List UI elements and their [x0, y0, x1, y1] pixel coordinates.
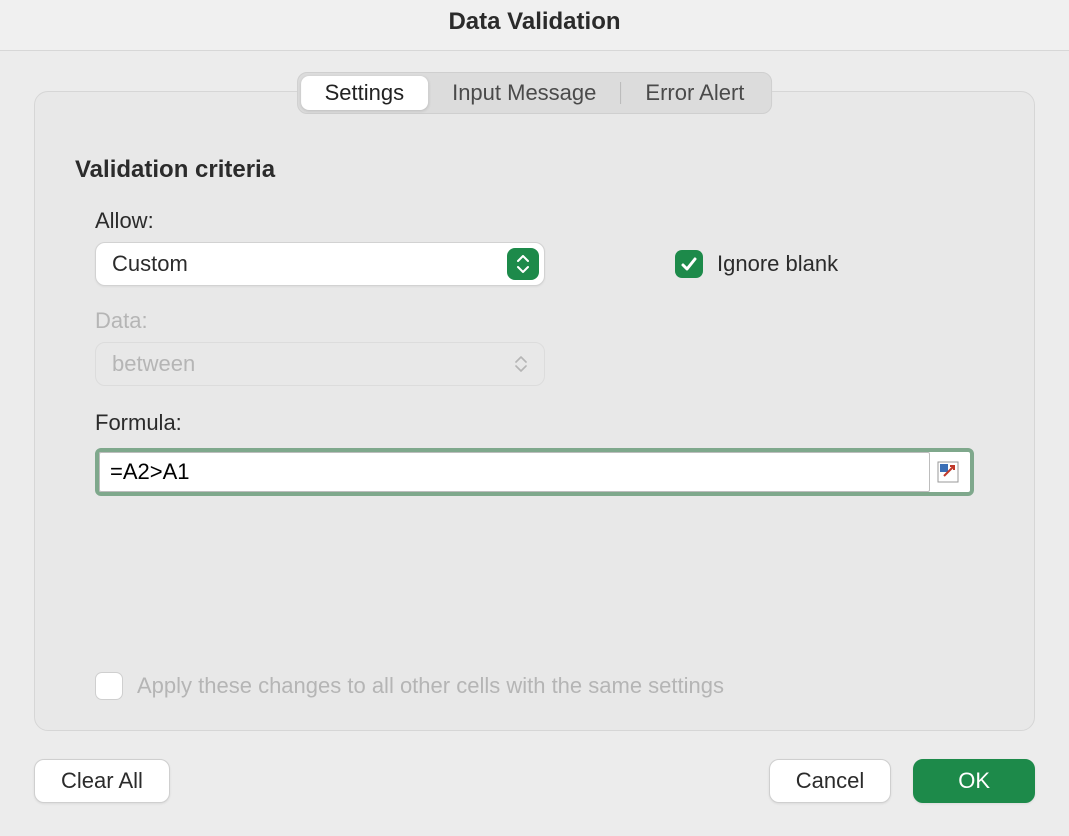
- allow-label: Allow:: [95, 208, 1034, 234]
- apply-all-label: Apply these changes to all other cells w…: [137, 673, 724, 699]
- cancel-button[interactable]: Cancel: [769, 759, 891, 803]
- allow-select[interactable]: Custom: [95, 242, 545, 286]
- data-label: Data:: [95, 308, 1034, 334]
- apply-all-row: Apply these changes to all other cells w…: [95, 672, 724, 700]
- tab-strip: Settings Input Message Error Alert: [297, 72, 773, 114]
- tab-error-alert[interactable]: Error Alert: [621, 76, 768, 110]
- ignore-blank-row: Ignore blank: [675, 250, 838, 278]
- allow-select-value: Custom: [112, 251, 188, 277]
- formula-input[interactable]: [99, 452, 930, 492]
- ok-button[interactable]: OK: [913, 759, 1035, 803]
- formula-input-wrap: [95, 448, 974, 496]
- tab-input-message[interactable]: Input Message: [428, 76, 620, 110]
- range-picker-button[interactable]: [934, 458, 962, 486]
- collapse-dialog-icon: [937, 461, 959, 483]
- section-title-validation-criteria: Validation criteria: [75, 156, 1034, 184]
- ignore-blank-checkbox[interactable]: [675, 250, 703, 278]
- chevron-up-down-icon: [507, 248, 539, 280]
- dialog-title: Data Validation: [0, 0, 1069, 51]
- data-select-value: between: [112, 351, 195, 377]
- apply-all-checkbox: [95, 672, 123, 700]
- chevron-up-down-icon: [509, 342, 533, 386]
- formula-label: Formula:: [95, 410, 1034, 436]
- tab-settings[interactable]: Settings: [301, 76, 429, 110]
- data-select: between: [95, 342, 545, 386]
- ignore-blank-label: Ignore blank: [717, 251, 838, 277]
- clear-all-button[interactable]: Clear All: [34, 759, 170, 803]
- settings-panel: Settings Input Message Error Alert Valid…: [34, 91, 1035, 731]
- dialog-footer: Clear All Cancel OK: [34, 759, 1035, 803]
